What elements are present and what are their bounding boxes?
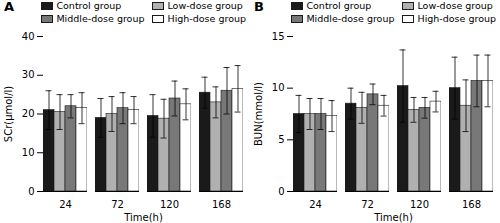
html-text:A: A — [4, 0, 15, 14]
svg-text:10: 10 — [22, 147, 35, 158]
svg-text:20: 20 — [22, 108, 35, 119]
svg-text:Time(h): Time(h) — [123, 212, 163, 223]
svg-text:5: 5 — [278, 134, 284, 145]
html-text:Middle-dose group: Middle-dose group — [56, 13, 145, 24]
html-text:Control group: Control group — [306, 0, 372, 11]
svg-text:15: 15 — [272, 31, 285, 42]
svg-text:0: 0 — [278, 186, 284, 197]
svg-text:BUN(mmol/l): BUN(mmol/l) — [253, 82, 264, 146]
svg-text:24: 24 — [309, 199, 322, 210]
html-text:Low-dose group: Low-dose group — [167, 0, 243, 11]
svg-text:10: 10 — [272, 82, 285, 93]
svg-text:72: 72 — [361, 199, 374, 210]
svg-text:40: 40 — [22, 31, 35, 42]
svg-text:120: 120 — [410, 199, 429, 210]
svg-text:30: 30 — [22, 69, 35, 80]
html-text:B: B — [254, 0, 264, 14]
svg-text:168: 168 — [212, 199, 231, 210]
html-text:Low-dose group: Low-dose group — [417, 0, 493, 11]
svg-text:72: 72 — [111, 199, 124, 210]
svg-text:Time(h): Time(h) — [373, 212, 413, 223]
html-text:High-dose group: High-dose group — [417, 13, 496, 24]
html-text:Middle-dose group: Middle-dose group — [306, 13, 395, 24]
svg-text:168: 168 — [462, 199, 481, 210]
svg-text:0: 0 — [28, 186, 34, 197]
html-text:High-dose group: High-dose group — [167, 13, 246, 24]
svg-text:SCr(μmol/l): SCr(μmol/l) — [3, 86, 14, 142]
svg-text:120: 120 — [160, 199, 179, 210]
svg-text:24: 24 — [59, 199, 72, 210]
html-text:Control group: Control group — [56, 0, 122, 11]
